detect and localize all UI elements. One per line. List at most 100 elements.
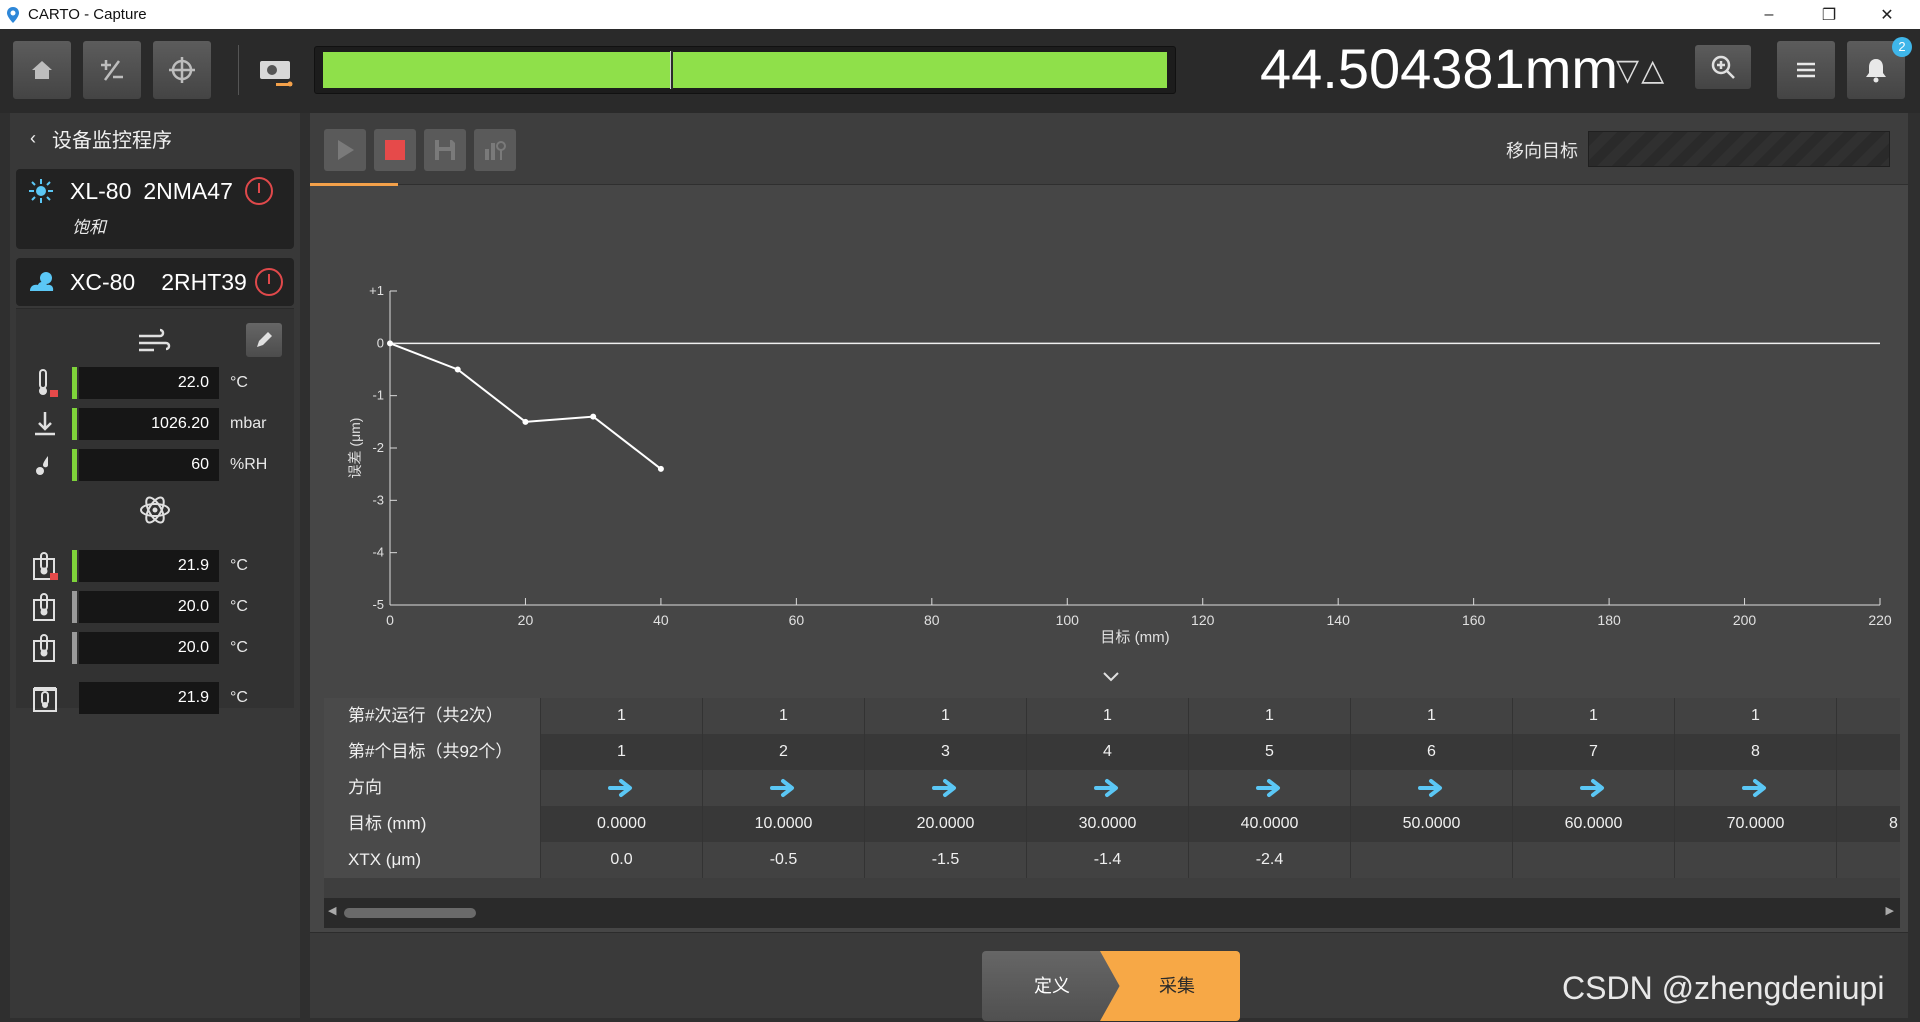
data-point xyxy=(522,418,529,425)
x-tick-label: 180 xyxy=(1597,612,1621,628)
status-bar xyxy=(72,408,77,440)
series-line xyxy=(389,342,662,470)
target-button[interactable] xyxy=(152,40,212,100)
air-temperature-value: 22.0 xyxy=(79,367,219,399)
scroll-right-button[interactable]: ▶ xyxy=(1885,905,1894,917)
chevron-down-icon[interactable] xyxy=(1096,668,1126,686)
weather-icon xyxy=(30,272,54,291)
move-to-target-bar xyxy=(1588,131,1890,167)
table-cell: 60.0000 xyxy=(1512,806,1674,842)
table-cell xyxy=(1026,770,1188,806)
x-tick-label: 80 xyxy=(924,612,940,628)
table-cell: 1 xyxy=(1188,698,1350,734)
x-tick-label: 200 xyxy=(1733,612,1757,628)
table-row: 目标 (mm) 0.0000 10.0000 20.0000 30.0000 40.000… xyxy=(324,806,1900,842)
table-cell: 1 xyxy=(864,698,1026,734)
arrow-right-icon xyxy=(1579,778,1604,797)
capture-button[interactable]: 采集 xyxy=(1100,951,1240,1021)
material-temp-avg-unit: °C xyxy=(230,689,248,706)
material-temp-avg-icon xyxy=(33,687,57,712)
menu-button[interactable] xyxy=(1776,40,1836,100)
plus-minus-icon xyxy=(101,60,123,81)
y-tick-label: -1 xyxy=(372,388,384,403)
bottom-bar: 定义 采集 xyxy=(310,932,1908,1021)
compensator-card[interactable]: XC-80 2RHT39 xyxy=(16,258,294,306)
table-cell: -1.4 xyxy=(1026,842,1188,878)
table-cell: 4 xyxy=(1026,734,1188,770)
pressure-unit: mbar xyxy=(230,415,267,432)
arrow-right-icon xyxy=(607,778,632,797)
plus-minus-button[interactable] xyxy=(82,40,142,100)
zoom-button[interactable] xyxy=(1694,44,1752,90)
watermark: CSDN @zhengdeniupi xyxy=(1562,970,1885,1006)
table-cell: 50.0000 xyxy=(1350,806,1512,842)
table-cell xyxy=(1350,842,1512,878)
air-temperature-row: 22.0 °C xyxy=(16,367,294,399)
direction-toggle[interactable]: ▽△ xyxy=(1616,54,1667,87)
warmup-clock-icon xyxy=(254,268,283,296)
laser-status[interactable] xyxy=(258,53,294,89)
table-cell xyxy=(1512,842,1674,878)
material-temp-2-unit: °C xyxy=(230,598,248,615)
environment-panel: 22.0 °C 1026.20 mbar 60 %RH 21.9 °C 20.0… xyxy=(16,308,294,714)
table-cell: 0.0 xyxy=(540,842,702,878)
edit-button[interactable] xyxy=(246,323,282,357)
row-label: 第#次运行（共2次） xyxy=(324,698,540,734)
laser-card[interactable]: XL-80 2NMA47 饱和 xyxy=(16,169,294,249)
y-tick-label: -3 xyxy=(372,492,384,507)
atom-icon xyxy=(140,496,170,524)
table-cell: 10.0000 xyxy=(702,806,864,842)
status-bar xyxy=(72,367,77,399)
table-cell: 1 xyxy=(540,698,702,734)
horizontal-scrollbar[interactable]: ◀ ▶ xyxy=(324,898,1900,928)
save-button[interactable] xyxy=(424,129,466,171)
device-monitor-header[interactable]: ‹ 设备监控程序 xyxy=(10,113,300,163)
capture-toolbar: 移向目标 xyxy=(310,113,1908,186)
laser-status: 饱和 xyxy=(72,218,106,237)
arrow-right-icon xyxy=(931,778,956,797)
material-temp-average-row: 21.9 °C xyxy=(16,682,294,714)
pressure-row: 1026.20 mbar xyxy=(16,408,294,440)
zoom-in-icon xyxy=(1711,55,1735,79)
x-tick-label: 160 xyxy=(1462,612,1486,628)
pressure-value: 1026.20 xyxy=(79,408,219,440)
position-readout: 44.504381mm xyxy=(1260,37,1619,100)
table-cell xyxy=(702,770,864,806)
x-tick-label: 60 xyxy=(789,612,805,628)
define-button[interactable]: 定义 xyxy=(982,951,1122,1021)
table-cell: 1 xyxy=(1512,698,1674,734)
minimize-button[interactable]: – xyxy=(1764,5,1774,23)
chevron-left-icon: ‹ xyxy=(30,127,36,148)
table-cell: 8 xyxy=(1836,806,1900,842)
y-tick-label: 0 xyxy=(377,335,384,350)
status-bar xyxy=(72,591,77,623)
table-cell xyxy=(1188,770,1350,806)
close-button[interactable]: ✕ xyxy=(1880,6,1894,24)
arrow-right-icon xyxy=(1255,778,1280,797)
table-cell: 1 xyxy=(702,698,864,734)
analysis-button[interactable] xyxy=(474,129,516,171)
material-temp-1-value: 21.9 xyxy=(79,550,219,582)
table-cell: 6 xyxy=(1350,734,1512,770)
table-cell xyxy=(1836,698,1900,734)
table-cell: 20.0000 xyxy=(864,806,1026,842)
title-bar: CARTO - Capture – ❐ ✕ xyxy=(0,0,1920,29)
main-toolbar: 44.504381mm ▽△ 2 xyxy=(0,29,1920,113)
table-cell: 5 xyxy=(1188,734,1350,770)
scroll-left-button[interactable]: ◀ xyxy=(328,905,337,917)
table-cell: -1.5 xyxy=(864,842,1026,878)
material-temp-1-icon xyxy=(33,552,58,580)
table-cell: 7 xyxy=(1512,734,1674,770)
table-cell: 70.0000 xyxy=(1674,806,1836,842)
table-row: XTX (μm) 0.0 -0.5 -1.5 -1.4 -2.4 xyxy=(324,842,1900,878)
table-cell xyxy=(1836,842,1900,878)
material-temp-row-3: 20.0 °C xyxy=(16,632,294,664)
data-point xyxy=(454,366,461,373)
play-button[interactable] xyxy=(324,129,366,171)
status-bar xyxy=(72,550,77,582)
home-button[interactable] xyxy=(12,40,72,100)
bell-icon xyxy=(1866,59,1886,83)
scrollbar-thumb[interactable] xyxy=(344,908,476,918)
restore-button[interactable]: ❐ xyxy=(1821,6,1837,24)
stop-button[interactable] xyxy=(374,129,416,171)
